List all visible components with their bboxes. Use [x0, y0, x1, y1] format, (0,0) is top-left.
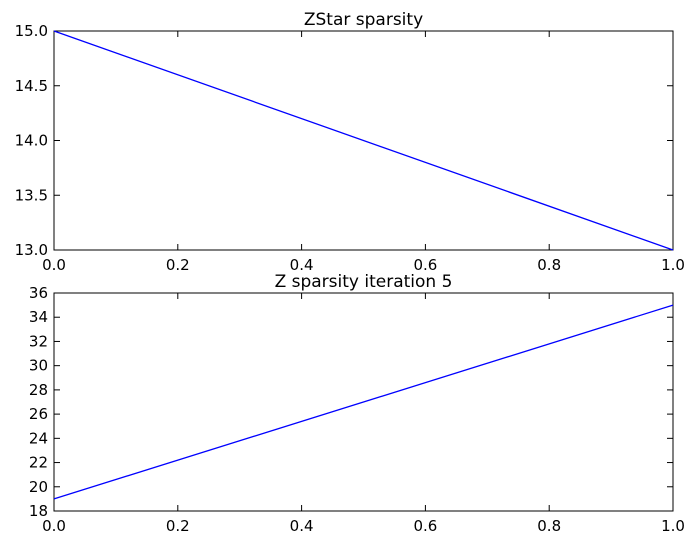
y-tick-label: 18	[29, 502, 48, 520]
y-tick-label: 28	[29, 381, 48, 399]
y-tick-label: 32	[29, 332, 48, 350]
x-tick-label: 0.4	[290, 256, 314, 274]
x-tick-label: 0.0	[42, 256, 66, 274]
y-tick-label: 14.5	[15, 77, 48, 95]
y-tick-label: 20	[29, 478, 48, 496]
x-tick-label: 0.8	[537, 517, 561, 535]
y-tick-label: 26	[29, 405, 48, 423]
x-tick-label: 0.2	[166, 256, 190, 274]
chart-title: ZStar sparsity	[304, 10, 423, 30]
y-tick-label: 14.0	[15, 132, 48, 150]
x-tick-label: 0.6	[413, 517, 437, 535]
x-tick-label: 0.2	[166, 517, 190, 535]
x-tick-label: 0.6	[413, 256, 437, 274]
series-line	[53, 304, 674, 500]
x-tick-label: 0.0	[42, 517, 66, 535]
y-tick-label: 34	[29, 308, 48, 326]
y-tick-label: 24	[29, 429, 48, 447]
y-tick-label: 36	[29, 284, 48, 302]
y-tick-label: 15.0	[15, 22, 48, 40]
x-tick-label: 1.0	[661, 517, 685, 535]
chart-1: ZStar sparsity 0.0 0.2 0.4 0.6 0.8 1.0 13.0 13.5…	[15, 10, 685, 274]
series-line	[53, 30, 674, 251]
y-tick-label: 13.0	[15, 241, 48, 259]
chart-2: Z sparsity iteration 5 0.0 0.2 0.4 0.6 0.8 1.0…	[29, 272, 685, 535]
chart-title: Z sparsity iteration 5	[275, 272, 453, 292]
x-tick-label: 0.8	[537, 256, 561, 274]
x-tick-label: 1.0	[661, 256, 685, 274]
y-tick-label: 22	[29, 454, 48, 472]
x-tick-label: 0.4	[290, 517, 314, 535]
y-tick-label: 13.5	[15, 186, 48, 204]
y-tick-label: 30	[29, 357, 48, 375]
